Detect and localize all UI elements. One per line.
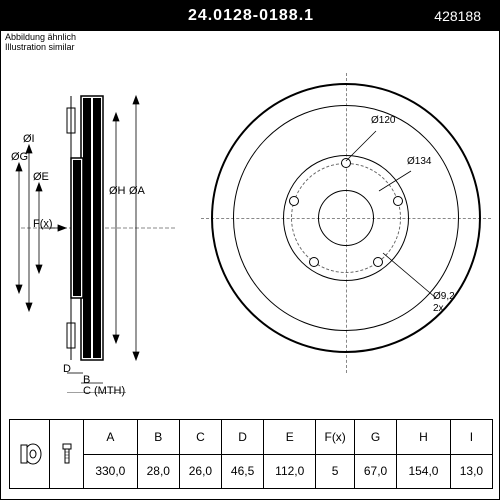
col-B: B [137, 420, 179, 455]
col-C: C [179, 420, 221, 455]
diagram-container: 24.0128-0188.1 428188 Abbildung ähnlich … [0, 0, 500, 500]
table-header-row: A B C D E F(x) G H I [10, 420, 493, 455]
part-code: 428188 [434, 8, 481, 24]
header-bar: 24.0128-0188.1 428188 [1, 1, 500, 31]
label-outer-diameter: Ø134 [407, 156, 431, 167]
spec-table: A B C D E F(x) G H I 330,0 28,0 26,0 46,… [9, 419, 493, 489]
val-A: 330,0 [84, 454, 138, 489]
label-I: ØI [23, 133, 35, 145]
front-annotations-svg [201, 53, 491, 393]
label-G: ØG [11, 151, 28, 163]
label-E: ØE [33, 171, 49, 183]
label-C: C (MTH) [83, 385, 125, 397]
val-E: 112,0 [264, 454, 316, 489]
label-D: D [63, 363, 71, 375]
val-C: 26,0 [179, 454, 221, 489]
val-G: 67,0 [354, 454, 396, 489]
val-D: 46,5 [222, 454, 264, 489]
col-H: H [397, 420, 451, 455]
part-number: 24.0128-0188.1 [1, 7, 500, 25]
bolt-icon-cell [50, 420, 84, 489]
col-E: E [264, 420, 316, 455]
val-I: 13,0 [450, 454, 492, 489]
val-F: 5 [316, 454, 355, 489]
label-bolt-hole-diameter: Ø9,2 [433, 291, 455, 302]
col-G: G [354, 420, 396, 455]
brake-disc-icon [15, 442, 45, 466]
val-B: 28,0 [137, 454, 179, 489]
label-inner-diameter: Ø120 [371, 115, 395, 126]
val-H: 154,0 [397, 454, 451, 489]
label-A: ØA [129, 185, 145, 197]
col-F: F(x) [316, 420, 355, 455]
label-bolt-hole-qty: 2x [433, 303, 444, 314]
col-A: A [84, 420, 138, 455]
label-F: F(x) [33, 218, 53, 230]
drawing-area: ØI ØG ØE ØH ØA F(x) D B C (MTH) Ø120 [1, 43, 500, 411]
col-D: D [222, 420, 264, 455]
label-H: ØH [109, 185, 126, 197]
bolt-icon [56, 442, 78, 466]
front-view: Ø120 Ø134 Ø9,2 2x [201, 53, 491, 393]
col-I: I [450, 420, 492, 455]
dimension-table: A B C D E F(x) G H I 330,0 28,0 26,0 46,… [9, 419, 493, 489]
side-view: ØI ØG ØE ØH ØA F(x) D B C (MTH) [11, 63, 181, 383]
disc-icon-cell [10, 420, 50, 489]
